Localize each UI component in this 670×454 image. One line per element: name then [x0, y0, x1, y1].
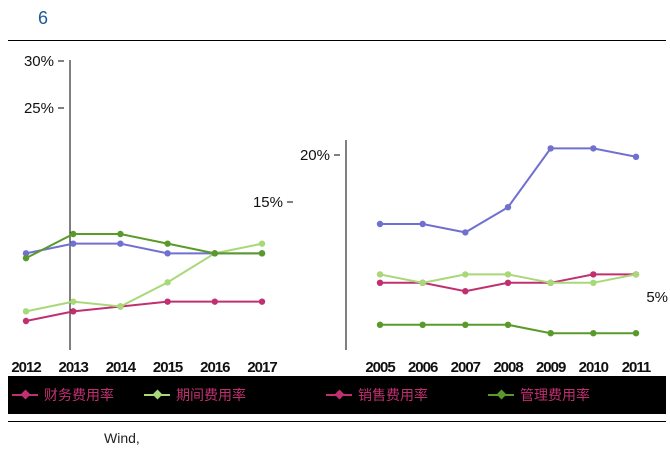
- y-tick-label-0-1: 25%: [24, 100, 54, 117]
- legend-swatch-1: [144, 394, 170, 396]
- data-point-0-1-0: [22, 308, 30, 315]
- x-tick-label-0-1: 2013: [59, 359, 89, 376]
- data-point-0-2-1: [70, 240, 77, 247]
- data-point-1-2-0: [376, 220, 384, 228]
- data-point-0-3-2: [117, 230, 124, 238]
- data-point-1-0-2: [462, 288, 469, 295]
- legend-label-1: 期间费用率: [176, 387, 246, 403]
- x-tick-label-1-0: 2005: [365, 359, 395, 376]
- y-tick-label-1-2: 5%: [646, 289, 668, 306]
- top-divider: [8, 40, 666, 41]
- data-point-0-1-5: [258, 240, 266, 247]
- data-point-0-1-1: [70, 298, 77, 305]
- data-point-1-3-1: [419, 321, 426, 328]
- chart-plot: 30%25%2012 2013 2014 2015 2016 2017 20%15%5%2…: [11, 53, 668, 376]
- data-point-0-2-0: [22, 250, 30, 257]
- x-tick-label-0-5: 2017: [247, 359, 277, 376]
- data-point-1-1-6: [632, 271, 640, 278]
- series-line-0-3: [25, 233, 262, 260]
- legend-swatch-2: [326, 394, 352, 396]
- data-point-1-1-3: [504, 271, 512, 278]
- legend-item-0: 财务费用率: [12, 387, 114, 403]
- x-tick-label-1-5: 2010: [579, 359, 609, 376]
- data-point-1-1-2: [462, 271, 469, 278]
- data-point-1-3-6: [632, 330, 640, 337]
- x-tick-label-0-3: 2015: [153, 359, 183, 376]
- x-tick-label-1-4: 2009: [536, 359, 566, 376]
- legend-item-1: 期间费用率: [144, 387, 246, 403]
- x-tick-label-1-1: 2006: [408, 359, 438, 376]
- data-point-0-3-5: [258, 250, 266, 257]
- y-tick-label-0-0: 30%: [24, 53, 54, 70]
- data-point-1-2-3: [504, 204, 512, 211]
- x-tick-label-0-2: 2014: [106, 359, 137, 376]
- chart-left: 30% 25% 2012 2013 2014 2015 2016 2017: [11, 53, 278, 376]
- data-point-1-1-0: [376, 271, 384, 278]
- series-line-1-2: [380, 147, 637, 234]
- data-point-0-3-3: [164, 240, 171, 247]
- data-point-1-2-4: [547, 145, 554, 152]
- data-point-1-2-2: [462, 229, 469, 236]
- legend-label-2: 销售费用率: [358, 387, 428, 403]
- x-tick-label-0-4: 2016: [200, 359, 230, 376]
- data-point-0-1-3: [164, 279, 171, 286]
- data-point-0-0-5: [258, 298, 266, 305]
- chart-right: 20% 15% 5% 2005 2006 2007 2008 2009 2010 2011: [253, 140, 668, 376]
- y-tick-label-1-1: 15%: [253, 194, 283, 211]
- data-point-1-1-1: [419, 279, 426, 286]
- data-point-1-3-4: [547, 330, 554, 337]
- data-point-0-3-1: [70, 230, 77, 238]
- x-tick-label-1-6: 2011: [622, 359, 651, 376]
- legend-item-3: 管理费用率: [488, 387, 590, 403]
- data-point-1-3-5: [590, 330, 597, 337]
- x-tick-label-0-0: 2012: [11, 359, 41, 376]
- data-point-0-0-3: [164, 298, 171, 305]
- data-point-0-0-1: [70, 308, 77, 315]
- data-point-0-3-0: [22, 254, 30, 262]
- data-point-1-0-0: [376, 279, 384, 286]
- series-line-0-1: [25, 242, 263, 313]
- data-point-0-0-4: [211, 298, 218, 305]
- data-point-1-3-3: [504, 321, 512, 328]
- data-point-1-2-1: [419, 220, 426, 228]
- data-point-1-2-5: [590, 145, 597, 152]
- series-line-0-0: [25, 300, 262, 322]
- legend-label-0: 财务费用率: [44, 387, 114, 403]
- data-point-1-1-5: [590, 279, 597, 286]
- data-point-1-1-4: [547, 279, 554, 286]
- data-point-0-1-2: [117, 303, 124, 310]
- data-point-1-0-3: [504, 279, 512, 286]
- legend-label-3: 管理费用率: [520, 387, 590, 403]
- legend-item-2: 销售费用率: [326, 387, 428, 403]
- data-point-0-3-4: [211, 250, 218, 257]
- figure-number: 6: [38, 8, 49, 28]
- data-point-0-0-0: [22, 317, 30, 325]
- x-tick-label-1-2: 2007: [451, 359, 481, 376]
- x-tick-label-1-3: 2008: [493, 359, 523, 376]
- data-point-1-0-5: [590, 271, 597, 278]
- y-tick-label-1-0: 20%: [300, 147, 330, 164]
- bottom-divider: [8, 421, 666, 422]
- legend-swatch-3: [488, 394, 514, 396]
- data-point-1-2-6: [632, 153, 640, 160]
- source-note: Wind,: [104, 430, 140, 446]
- legend: 财务费用率 期间费用率 销售费用率 管理费用率: [8, 376, 666, 414]
- data-point-1-3-2: [462, 321, 469, 328]
- data-point-0-2-3: [164, 250, 171, 257]
- data-point-1-3-0: [376, 321, 384, 328]
- legend-swatch-0: [12, 394, 38, 396]
- data-point-0-2-2: [117, 240, 124, 247]
